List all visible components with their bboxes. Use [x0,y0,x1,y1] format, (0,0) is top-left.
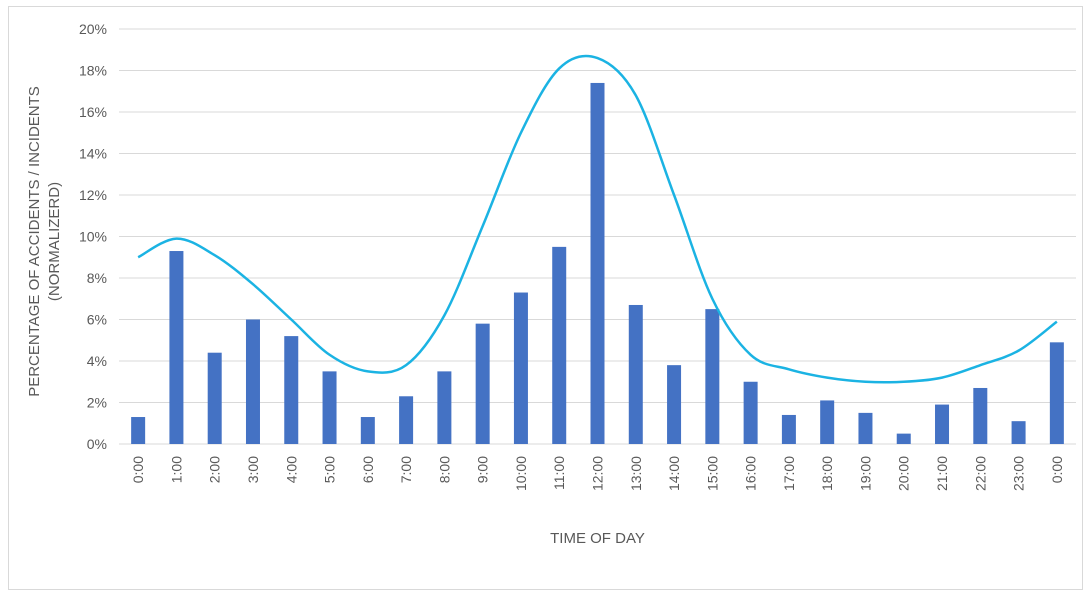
bar [513,292,528,444]
y-tick-label: 16% [79,104,107,120]
y-tick-label: 10% [79,229,107,245]
x-tick-label: 0:00 [1049,456,1065,483]
y-axis-ticks: 0% 2% 4% 6% 8% 10% 12% 14% 16% 18% 20% [79,21,107,452]
bar [705,309,720,444]
bar-series [131,82,1064,444]
y-tick-label: 2% [87,395,107,411]
x-tick-label: 23:00 [1011,456,1027,491]
bar [399,396,414,444]
y-tick-label: 14% [79,146,107,162]
x-tick-label: 15:00 [704,456,720,491]
bar [552,246,567,444]
bar [590,82,605,444]
trend-line [137,54,1058,384]
bar [781,414,796,444]
bar [245,319,260,444]
bar [858,412,873,444]
y-tick-label: 8% [87,270,107,286]
bar [131,417,146,444]
x-tick-label: 22:00 [972,456,988,491]
x-tick-label: 12:00 [590,456,606,491]
y-tick-label: 12% [79,187,107,203]
x-tick-label: 7:00 [398,456,414,483]
x-tick-label: 19:00 [857,456,873,491]
x-tick-label: 3:00 [245,456,261,483]
y-tick-label: 18% [79,63,107,79]
x-tick-label: 17:00 [781,456,797,491]
x-tick-label: 20:00 [896,456,912,491]
x-tick-label: 6:00 [360,456,376,483]
chart-frame: 0% 2% 4% 6% 8% 10% 12% 14% 16% 18% 20% 0:00 1:00 2:0… [8,6,1083,590]
y-tick-label: 0% [87,436,107,452]
x-tick-label: 5:00 [322,456,338,483]
x-tick-label: 21:00 [934,456,950,491]
x-axis-title: TIME OF DAY [550,530,645,547]
bar [437,371,452,444]
bar [475,323,490,444]
x-tick-label: 16:00 [743,456,759,491]
bar [360,417,375,444]
bar [628,304,643,444]
bar [667,365,682,444]
x-tick-label: 1:00 [168,456,184,483]
bar [896,433,911,444]
bar [284,336,299,444]
y-tick-label: 20% [79,21,107,37]
x-tick-label: 13:00 [628,456,644,491]
bar [1011,421,1026,444]
x-tick-label: 9:00 [475,456,491,483]
bar [169,251,184,444]
chart-svg: 0% 2% 4% 6% 8% 10% 12% 14% 16% 18% 20% 0:00 1:00 2:0… [26,21,1076,547]
x-tick-label: 14:00 [666,456,682,491]
y-tick-label: 6% [87,312,107,328]
bar [935,404,950,444]
x-tick-label: 8:00 [436,456,452,483]
x-tick-label: 4:00 [283,456,299,483]
y-tick-label: 4% [87,353,107,369]
x-tick-label: 2:00 [207,456,223,483]
x-tick-label: 11:00 [551,456,567,490]
x-tick-label: 18:00 [819,456,835,491]
y-axis-title-subtitle: (NORMALIZERD) [46,182,63,301]
x-tick-label: 10:00 [513,456,529,491]
bar [207,352,222,444]
bar [973,387,988,444]
bar [1049,342,1064,444]
y-axis-title: PERCENTAGE OF ACCIDENTS / INCIDENTS [26,86,43,397]
bar [322,371,337,444]
bar [820,400,835,444]
x-tick-label: 0:00 [130,456,146,483]
x-axis-ticks: 0:00 1:00 2:00 3:00 4:00 5:00 6:00 7:00 8:00 9:00… [130,456,1065,491]
bar [743,381,758,444]
trend-line-series [137,54,1058,384]
